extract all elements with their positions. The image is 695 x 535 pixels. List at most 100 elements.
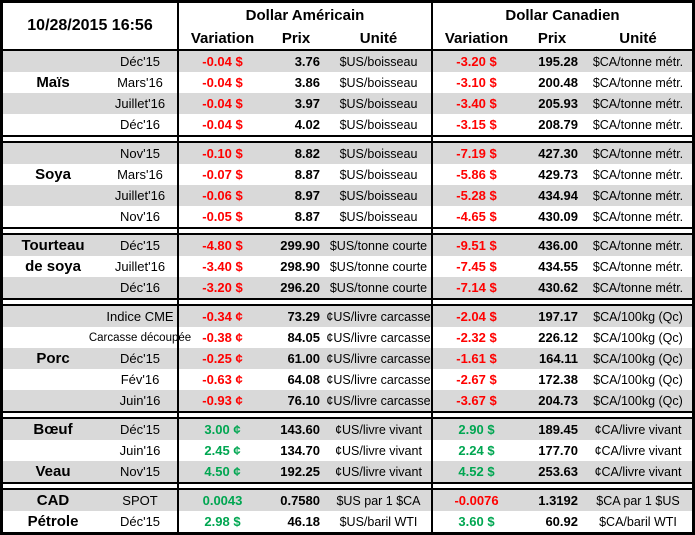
us-variation-header: Variation <box>190 29 255 47</box>
contract-month: SPOT <box>103 490 179 511</box>
ca-price-value: 197.17 <box>538 309 578 324</box>
us-price-value: 8.82 <box>294 146 320 161</box>
us-price-value: 4.02 <box>294 117 320 132</box>
ca-variation-value: -3.15 $ <box>456 117 497 132</box>
contract-month: Juin'16 <box>103 390 179 411</box>
us-variation-value: 2.98 $ <box>204 514 241 529</box>
us-price-value: 73.29 <box>287 309 320 324</box>
us-price-value: 299.90 <box>280 238 320 253</box>
ca-price-value: 60.92 <box>545 514 578 529</box>
us-variation-value: -0.04 $ <box>202 75 243 90</box>
table-row: Déc'16 -3.20 $ 296.20 $US/tonne courte -7.14… <box>3 277 692 298</box>
us-unit-value: ¢US/livre vivant <box>326 440 433 461</box>
table-row: Nov'16 -0.05 $ 8.87 $US/boisseau -4.65 $ 430.… <box>3 206 692 227</box>
us-price-value: 8.87 <box>294 209 320 224</box>
ca-unit-value: $CA/baril WTI <box>599 514 677 529</box>
ca-variation-value: -7.45 $ <box>456 259 497 274</box>
ca-price-value: 429.73 <box>538 167 578 182</box>
contract-month: Carcasse découpée <box>89 327 191 348</box>
us-variation-value: 4.50 ¢ <box>204 464 241 479</box>
us-variation-value: -0.04 $ <box>202 54 243 69</box>
group-cad-petrole: CAD SPOT 0.0043 0.7580 $US par 1 $CA -0.0076 1… <box>3 490 692 532</box>
contract-month: Déc'16 <box>103 277 179 298</box>
commodity-name: Porc <box>36 350 70 367</box>
ca-unit-value: $CA/tonne métr. <box>592 117 684 132</box>
us-unit-value: $US/boisseau <box>326 185 433 206</box>
ca-variation-value: -0.0076 <box>454 493 499 508</box>
us-unit-value: $US/boisseau <box>326 51 433 72</box>
commodity-name: Veau <box>35 463 71 480</box>
ca-unit-value: $CA/tonne métr. <box>592 280 684 295</box>
commodity-name: Bœuf <box>33 421 73 438</box>
us-unit-value: ¢US/livre vivant <box>326 461 433 482</box>
ca-price-value: 164.11 <box>538 351 578 366</box>
commodity-name: Maïs <box>36 74 70 91</box>
ca-variation-value: -7.19 $ <box>456 146 497 161</box>
table-row: Bœuf Déc'15 3.00 ¢ 143.60 ¢US/livre vivant 2.… <box>3 419 692 440</box>
commodity-name <box>3 51 103 72</box>
ca-unit-value: ¢CA/livre vivant <box>594 464 682 479</box>
ca-price-value: 195.28 <box>538 54 578 69</box>
table-row: Juillet'16 -0.06 $ 8.97 $US/boisseau -5.28 $… <box>3 185 692 206</box>
table-row: Juin'16 2.45 ¢ 134.70 ¢US/livre vivant 2.24 … <box>3 440 692 461</box>
ca-price-value: 208.79 <box>538 117 578 132</box>
ca-variation-value: -2.04 $ <box>456 309 497 324</box>
group-tourteau-de-soya: Tourteau Déc'15 -4.80 $ 299.90 $US/tonne cou… <box>3 235 692 298</box>
ca-variation-value: 2.24 $ <box>458 443 495 458</box>
us-unit-value: $US/boisseau <box>326 206 433 227</box>
contract-month: Déc'16 <box>103 114 179 135</box>
section-divider <box>3 135 692 143</box>
contract-month: Juillet'16 <box>103 93 179 114</box>
commodity-name: Tourteau <box>21 237 85 254</box>
table-row: Veau Nov'15 4.50 ¢ 192.25 ¢US/livre vivant 4.… <box>3 461 692 482</box>
ca-variation-value: 3.60 $ <box>458 514 495 529</box>
table-row: de soya Juillet'16 -3.40 $ 298.90 $US/tonne … <box>3 256 692 277</box>
us-variation-value: -0.63 ¢ <box>202 372 243 387</box>
contract-month: Déc'15 <box>103 348 179 369</box>
table-row: Juin'16 -0.93 ¢ 76.10 ¢US/livre carcasse -3.… <box>3 390 692 411</box>
us-variation-value: -0.93 ¢ <box>202 393 243 408</box>
ca-price-value: 430.62 <box>538 280 578 295</box>
table-row: Indice CME -0.34 ¢ 73.29 ¢US/livre carcasse… <box>3 306 692 327</box>
contract-month: Juillet'16 <box>103 185 179 206</box>
ca-unit-header: Unité <box>619 29 657 47</box>
ca-unit-value: $CA par 1 $US <box>596 493 680 508</box>
ca-price-value: 436.00 <box>538 238 578 253</box>
contract-month: Déc'15 <box>103 51 179 72</box>
commodity-name <box>3 390 103 411</box>
commodity-name <box>3 440 103 461</box>
commodity-name <box>3 185 103 206</box>
ca-variation-value: -2.67 $ <box>456 372 497 387</box>
ca-price-value: 200.48 <box>538 75 578 90</box>
us-dollar-column-title: Dollar Américain <box>179 3 433 27</box>
ca-price-header: Prix <box>537 29 567 47</box>
commodity-name <box>3 93 103 114</box>
us-variation-value: -3.40 $ <box>202 259 243 274</box>
us-variation-value: -0.10 $ <box>202 146 243 161</box>
ca-variation-value: -1.61 $ <box>456 351 497 366</box>
us-variation-value: -0.05 $ <box>202 209 243 224</box>
ca-price-value: 177.70 <box>538 443 578 458</box>
us-unit-value: $US/boisseau <box>326 114 433 135</box>
table-row: Nov'15 -0.10 $ 8.82 $US/boisseau -7.19 $ 427.… <box>3 143 692 164</box>
us-unit-header: Unité <box>326 27 433 49</box>
us-unit-value: ¢US/livre carcasse <box>326 306 433 327</box>
ca-unit-value: ¢CA/livre vivant <box>594 422 682 437</box>
us-price-value: 8.97 <box>294 188 320 203</box>
us-variation-value: -3.20 $ <box>202 280 243 295</box>
us-price-value: 8.87 <box>294 167 320 182</box>
table-row: Déc'16 -0.04 $ 4.02 $US/boisseau -3.15 $ 208.… <box>3 114 692 135</box>
ca-unit-value: $CA/100kg (Qc) <box>593 372 683 387</box>
us-price-header: Prix <box>281 29 311 47</box>
commodity-name: Soya <box>35 166 71 183</box>
report-timestamp: 10/28/2015 16:56 <box>3 3 179 49</box>
commodity-name <box>3 114 103 135</box>
ca-unit-value: $CA/tonne métr. <box>592 96 684 111</box>
ca-price-value: 172.38 <box>538 372 578 387</box>
table-row: Fév'16 -0.63 ¢ 64.08 ¢US/livre carcasse -2.6… <box>3 369 692 390</box>
section-divider <box>3 227 692 235</box>
section-divider <box>3 411 692 419</box>
contract-month: Déc'15 <box>103 419 179 440</box>
contract-month: Mars'16 <box>103 72 179 93</box>
